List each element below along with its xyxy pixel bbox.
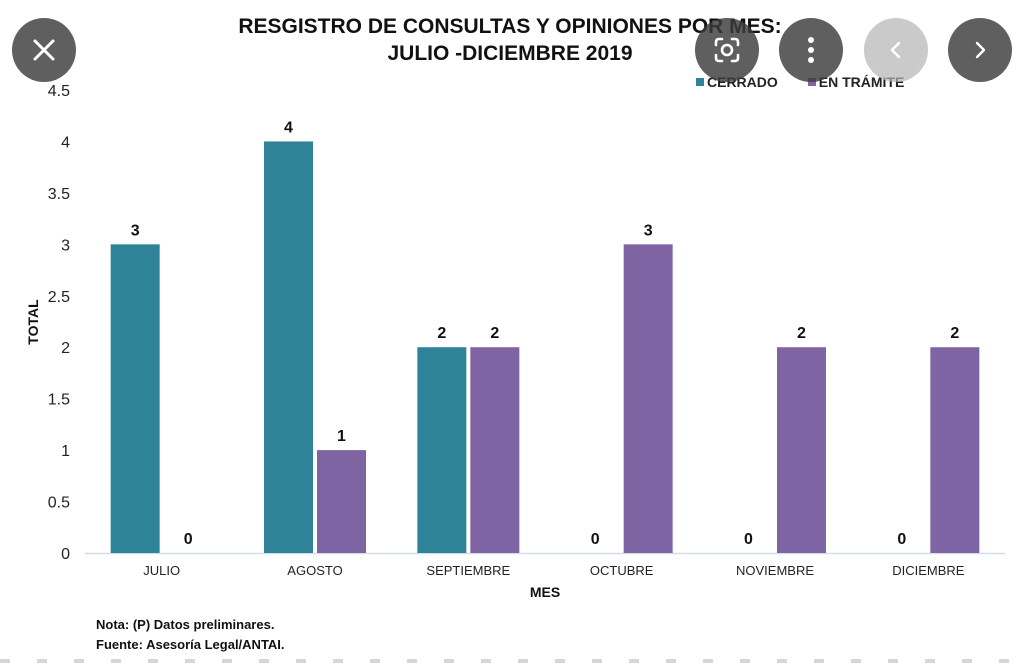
bar-en-tramite <box>623 244 673 554</box>
y-tick-label: 3.5 <box>48 186 70 203</box>
y-tick-label: 4.5 <box>48 83 70 100</box>
y-tick-label: 0.5 <box>48 495 70 512</box>
x-tick-label: AGOSTO <box>287 563 342 578</box>
x-tick-label: JULIO <box>143 563 180 578</box>
y-tick-label: 2 <box>61 340 70 357</box>
next-button[interactable] <box>948 18 1012 82</box>
data-label: 2 <box>950 325 959 342</box>
bar-en-tramite <box>470 347 520 553</box>
data-label: 0 <box>184 531 193 548</box>
y-tick-label: 4 <box>61 134 70 151</box>
close-icon <box>33 39 55 61</box>
y-axis-title: TOTAL <box>25 299 41 345</box>
lens-icon <box>714 37 740 63</box>
bar-cerrado <box>264 141 313 553</box>
x-tick-label: OCTUBRE <box>590 563 654 578</box>
bar-cerrado <box>417 347 467 553</box>
chart-source: Fuente: Asesoría Legal/ANTAI. <box>96 637 285 652</box>
x-tick-label: SEPTIEMBRE <box>426 563 510 578</box>
lens-button[interactable] <box>695 18 759 82</box>
data-label: 3 <box>644 222 653 239</box>
bar-en-tramite <box>930 347 980 553</box>
chart-title-line-1: RESGISTRO DE CONSULTAS Y OPINIONES POR M… <box>238 15 782 38</box>
data-label: 2 <box>437 325 446 342</box>
chevron-left-icon <box>890 41 901 59</box>
x-tick-label: DICIEMBRE <box>892 563 965 578</box>
data-label: 1 <box>337 428 346 445</box>
y-tick-label: 1.5 <box>48 392 70 409</box>
x-axis-title: MES <box>530 584 560 600</box>
bottom-divider <box>0 659 1024 663</box>
y-tick-label: 0 <box>61 546 70 563</box>
chevron-right-icon <box>975 41 986 59</box>
data-label: 0 <box>897 531 906 548</box>
legend-swatch-cerrado <box>696 78 704 86</box>
data-label: 4 <box>284 119 293 136</box>
chart-note: Nota: (P) Datos preliminares. <box>96 617 275 632</box>
close-button[interactable] <box>12 18 76 82</box>
previous-button[interactable] <box>864 18 928 82</box>
more-vert-icon <box>808 37 814 63</box>
data-label: 0 <box>591 531 600 548</box>
bar-en-tramite <box>317 450 366 553</box>
y-tick-label: 2.5 <box>48 289 70 306</box>
bar-cerrado <box>110 244 160 554</box>
x-tick-label: NOVIEMBRE <box>736 563 814 578</box>
legend-swatch-en-tramite <box>807 78 816 86</box>
chart-title-line-2: JULIO -DICIEMBRE 2019 <box>387 42 633 65</box>
data-label: 0 <box>744 531 753 548</box>
y-tick-label: 3 <box>61 237 70 254</box>
data-label: 3 <box>131 222 140 239</box>
bar-en-tramite <box>777 347 826 553</box>
data-label: 2 <box>490 325 499 342</box>
y-tick-label: 1 <box>61 443 70 460</box>
data-label: 2 <box>797 325 806 342</box>
more-options-button[interactable] <box>779 18 843 82</box>
